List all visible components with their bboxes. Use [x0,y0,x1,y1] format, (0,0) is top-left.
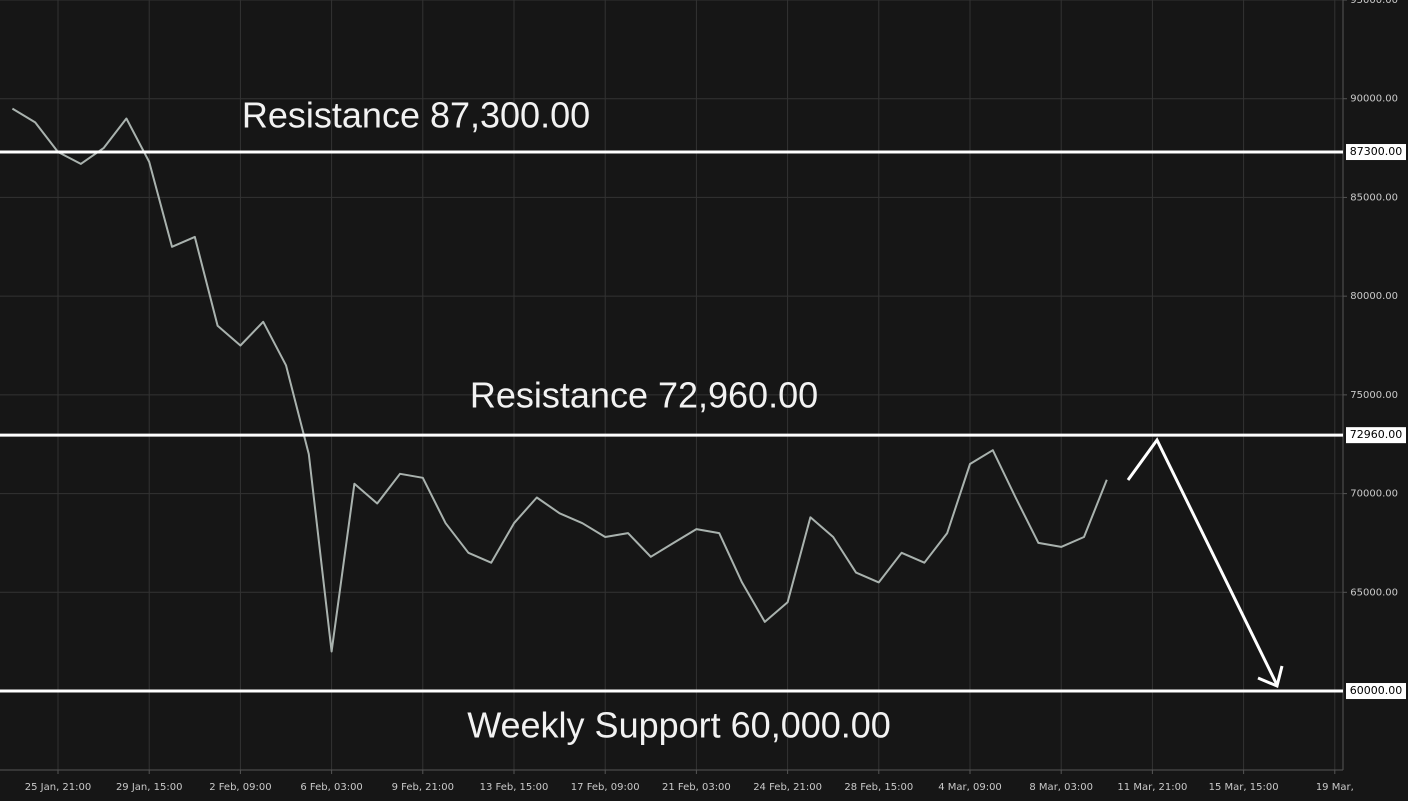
x-tick-label: 2 Feb, 09:00 [209,782,271,793]
level-label: 60000.00 [1350,684,1403,697]
price-line [11,107,1108,653]
x-tick-label: 4 Mar, 09:00 [938,782,1002,793]
x-tick-label: 24 Feb, 21:00 [753,782,822,793]
x-tick-label: 8 Mar, 03:00 [1029,782,1093,793]
y-tick-label: 80000.00 [1350,291,1398,302]
level-label-box [1346,683,1406,700]
y-tick-label: 65000.00 [1350,587,1398,598]
level-annotation: Resistance 87,300.00 [242,95,590,136]
level-label-box [1346,427,1406,444]
x-tick-label: 28 Feb, 15:00 [844,782,913,793]
level-annotation: Resistance 72,960.00 [470,375,818,416]
level-label: 72960.00 [1350,428,1403,441]
x-tick-label: 29 Jan, 15:00 [116,782,183,793]
projection-arrow [1126,437,1279,686]
x-tick-label: 25 Jan, 21:00 [25,782,92,793]
level-annotation: Weekly Support 60,000.00 [467,705,891,746]
level-label-box [1346,144,1406,161]
plot [11,107,1108,653]
y-tick-label: 75000.00 [1350,390,1398,401]
grid [0,0,1343,770]
arrow-head [1257,665,1284,689]
x-tick-label: 21 Feb, 03:00 [662,782,731,793]
x-tick-label: 9 Feb, 21:00 [392,782,454,793]
y-tick-label: 70000.00 [1350,489,1398,500]
level-label: 87300.00 [1350,145,1403,158]
x-tick-label: 17 Feb, 09:00 [571,782,640,793]
x-tick-label: 15 Mar, 15:00 [1209,782,1279,793]
x-tick-label: 6 Feb, 03:00 [300,782,362,793]
x-tick-label: 11 Mar, 21:00 [1117,782,1187,793]
y-tick-label: 85000.00 [1350,192,1398,203]
y-tick-label: 90000.00 [1350,94,1398,105]
y-tick-label: 95000.00 [1350,0,1398,6]
x-tick-label: 19 Mar, [1316,782,1354,793]
x-tick-label: 13 Feb, 15:00 [480,782,549,793]
